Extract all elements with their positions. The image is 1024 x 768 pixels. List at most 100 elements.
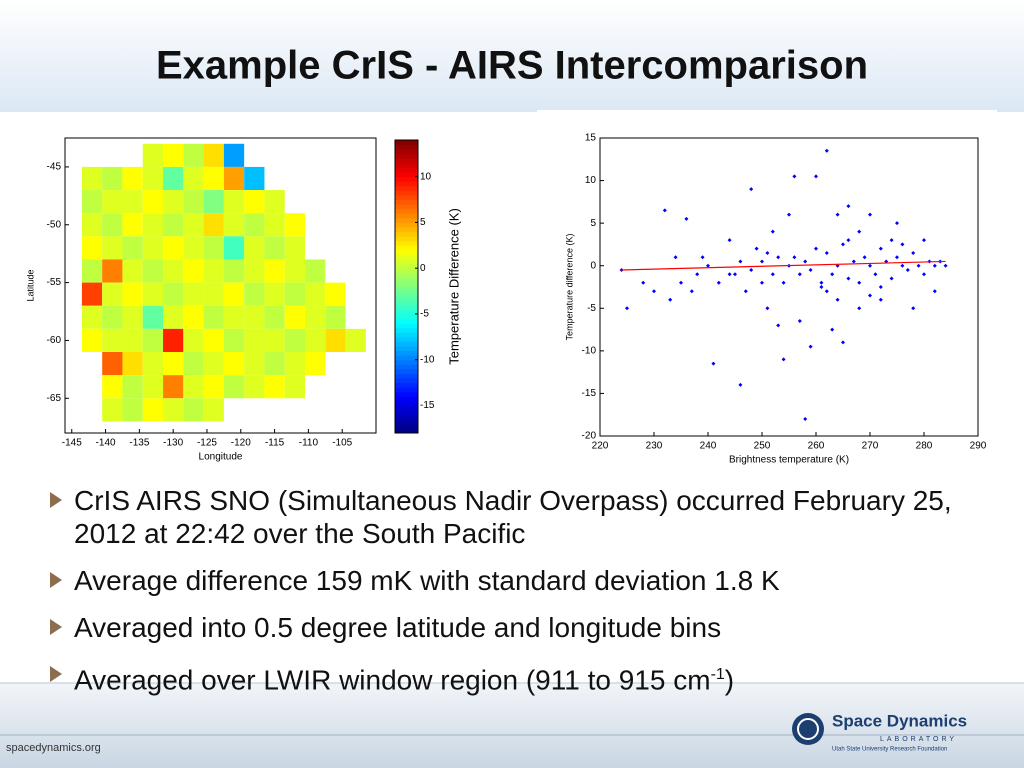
heat-cell <box>223 143 245 167</box>
heat-cell <box>163 305 184 329</box>
colorbar-step <box>395 291 418 297</box>
heat-cell <box>122 166 143 191</box>
heat-cell <box>102 259 123 283</box>
scatter-point <box>689 289 694 294</box>
scatter-point <box>706 263 710 268</box>
heat-cell <box>264 259 285 283</box>
heat-cell <box>142 305 164 329</box>
heat-cell <box>244 375 265 399</box>
scatter-point <box>932 289 937 294</box>
heat-cell <box>142 213 164 237</box>
colorbar-step <box>395 382 418 388</box>
colorbar-step <box>395 140 418 146</box>
scatter-point <box>824 148 829 153</box>
scatter-point <box>830 272 835 277</box>
scatter-point <box>792 255 797 260</box>
heat-cell <box>102 190 123 214</box>
heat-cell <box>163 282 184 306</box>
scatter-point <box>776 255 781 260</box>
colorbar-tick-label: 0 <box>420 263 426 274</box>
scatter-point <box>841 340 845 345</box>
heat-cell <box>163 236 184 260</box>
heat-cell <box>183 236 204 260</box>
heat-cell <box>203 213 224 237</box>
colorbar-step <box>395 176 418 182</box>
scatter-point <box>900 242 905 247</box>
scatter-point <box>760 259 764 264</box>
scatter-point <box>700 255 705 260</box>
scatter-point <box>862 255 867 260</box>
scatter-point <box>797 319 802 324</box>
heat-cell <box>163 143 184 167</box>
colorbar-step <box>395 240 418 246</box>
heat-cell <box>284 236 306 260</box>
scatter-point <box>733 272 737 277</box>
bullet: Averaged into 0.5 degree latitude and lo… <box>48 611 968 644</box>
heat-cell <box>345 328 366 353</box>
colorbar-step <box>395 364 418 370</box>
heat-cell <box>244 236 265 260</box>
colorbar-tick-label: -15 <box>420 400 435 411</box>
heat-cell <box>163 190 184 214</box>
heat-cell <box>325 328 346 353</box>
colorbar-tick-label: 10 <box>420 171 432 182</box>
heat-cell <box>264 213 285 237</box>
heat-cell <box>122 282 143 306</box>
colorbar-step <box>395 213 418 219</box>
heat-cell <box>102 236 123 260</box>
x-axis-label: Longitude <box>199 452 243 463</box>
colorbar-tick-label: -10 <box>420 354 435 365</box>
colorbar-step <box>395 355 418 361</box>
x-tick-label: 250 <box>754 441 771 452</box>
scatter-point <box>803 416 808 421</box>
colorbar-step <box>395 144 418 150</box>
heat-cell <box>183 352 204 376</box>
heat-cell <box>81 190 103 214</box>
heat-cell <box>81 213 103 237</box>
scatter-point <box>824 289 829 294</box>
scatter-point <box>803 259 808 264</box>
scatter-point <box>878 297 883 302</box>
colorbar-step <box>395 281 418 287</box>
heat-cell <box>102 328 123 353</box>
scatter-point <box>868 263 872 268</box>
heat-cell <box>81 282 103 306</box>
x-tick-label: 260 <box>808 441 825 452</box>
heat-cell <box>203 166 224 191</box>
scatter-point <box>695 272 700 277</box>
bullet: Averaged over LWIR window region (911 to… <box>48 658 968 696</box>
heat-cell <box>203 236 224 260</box>
y-tick-label: -10 <box>582 345 597 356</box>
y-tick-label: 10 <box>585 175 597 186</box>
colorbar-step <box>395 272 418 278</box>
heat-cell <box>305 328 326 353</box>
colorbar-step <box>395 185 418 191</box>
heat-cell <box>325 305 346 329</box>
heat-cell <box>142 259 164 283</box>
colorbar-step <box>395 194 418 201</box>
colorbar-step <box>395 336 418 342</box>
scatter-point <box>857 306 862 311</box>
heat-cell <box>264 282 285 306</box>
x-tick-label: -130 <box>163 438 183 449</box>
heat-cell <box>102 352 123 376</box>
colorbar-step <box>395 391 418 397</box>
heat-cell <box>264 328 285 353</box>
y-tick-label: 15 <box>585 133 597 144</box>
colorbar-step <box>395 249 418 255</box>
heat-cell <box>284 375 306 399</box>
scatter-point <box>846 276 851 281</box>
heat-cell <box>163 398 184 422</box>
heat-cell <box>244 352 265 376</box>
heat-cell <box>183 143 204 167</box>
colorbar-step <box>395 231 418 237</box>
heat-cell <box>183 328 204 353</box>
bullet-text: Averaged over LWIR window region (911 to… <box>74 664 711 696</box>
colorbar-step <box>395 268 418 274</box>
scatter-point <box>727 238 732 243</box>
y-tick-label: -55 <box>47 277 62 288</box>
y-tick-label: -50 <box>47 219 62 230</box>
scatter-point <box>792 174 797 179</box>
heat-cell <box>102 282 123 306</box>
scatter-point <box>846 204 851 209</box>
